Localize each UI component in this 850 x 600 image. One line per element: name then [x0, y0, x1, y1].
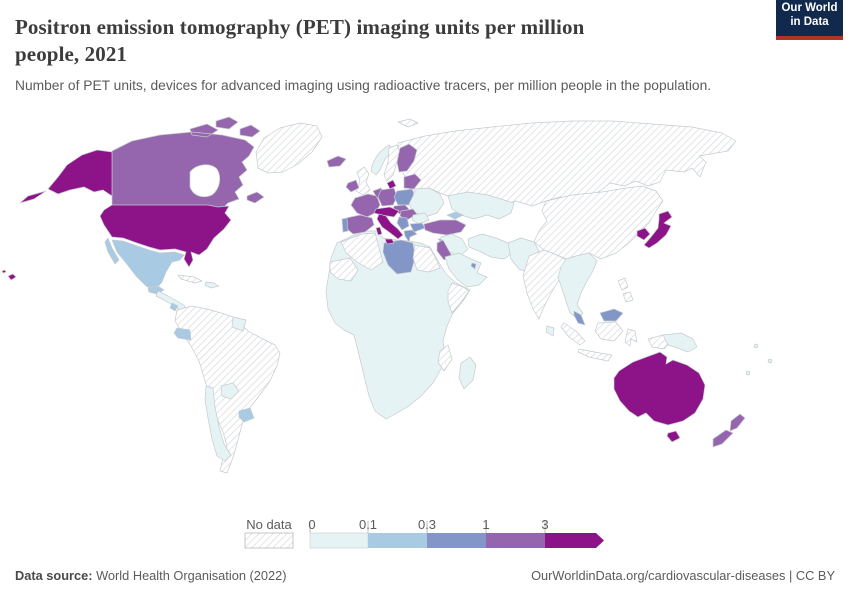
- region-united-states[interactable]: [1, 149, 232, 281]
- chart-header: Positron emission tomography (PET) imagi…: [15, 14, 765, 93]
- region-philippines[interactable]: [617, 277, 634, 303]
- region-costa-rica[interactable]: [169, 302, 179, 312]
- region-papua-new-guinea[interactable]: [662, 332, 698, 353]
- region-turkey[interactable]: [423, 219, 467, 236]
- region-qatar[interactable]: [470, 262, 477, 270]
- region-serbia-balkans[interactable]: [396, 216, 410, 231]
- owid-logo-line1: Our World: [781, 2, 838, 14]
- legend-no-data-swatch[interactable]: [244, 532, 294, 549]
- region-portugal[interactable]: [341, 217, 349, 233]
- region-romania[interactable]: [411, 212, 430, 225]
- region-tasmania[interactable]: [666, 430, 681, 443]
- region-germany[interactable]: [377, 187, 398, 207]
- region-paraguay[interactable]: [220, 382, 240, 400]
- legend-segment-4-arrow[interactable]: [545, 533, 604, 548]
- region-west-africa[interactable]: [329, 257, 359, 282]
- legend-segment-1[interactable]: [368, 533, 427, 548]
- owid-logo-line2: in Data: [790, 16, 829, 29]
- region-cuba[interactable]: [177, 274, 203, 284]
- map-legend: [244, 521, 604, 549]
- region-libya[interactable]: [382, 239, 416, 275]
- region-canada[interactable]: [111, 116, 265, 210]
- region-ireland[interactable]: [345, 179, 360, 193]
- region-indonesia[interactable]: [560, 321, 672, 362]
- region-baltics[interactable]: [403, 173, 422, 190]
- owid-logo[interactable]: Our World in Data: [776, 0, 843, 40]
- region-algeria[interactable]: [340, 232, 384, 271]
- region-iran[interactable]: [467, 233, 513, 260]
- region-caucasus[interactable]: [446, 211, 464, 220]
- region-madagascar[interactable]: [458, 356, 477, 390]
- region-chile[interactable]: [204, 385, 232, 462]
- region-italy[interactable]: [375, 213, 404, 245]
- region-china[interactable]: [533, 185, 664, 260]
- region-new-zealand[interactable]: [712, 413, 746, 448]
- region-india[interactable]: [522, 249, 570, 320]
- legend-tick-1: 0.1: [358, 517, 378, 532]
- region-greece[interactable]: [403, 229, 418, 243]
- region-hispaniola[interactable]: [204, 281, 220, 289]
- owid-footer-link[interactable]: OurWorldinData.org/cardiovascular-diseas…: [531, 568, 835, 583]
- region-norway[interactable]: [370, 144, 394, 176]
- region-belarus-ukraine[interactable]: [408, 187, 445, 218]
- region-egypt[interactable]: [412, 244, 441, 273]
- region-greenland[interactable]: [255, 122, 323, 174]
- region-svalbard[interactable]: [397, 118, 419, 128]
- region-united-kingdom[interactable]: [355, 166, 371, 196]
- region-hungary[interactable]: [399, 208, 418, 221]
- region-malaysia-borneo[interactable]: [599, 308, 624, 322]
- region-russia[interactable]: [397, 120, 737, 207]
- data-source-text: Data source: World Health Organisation (…: [15, 568, 286, 583]
- region-somalia[interactable]: [447, 282, 470, 314]
- region-south-korea[interactable]: [636, 227, 651, 241]
- region-sri-lanka[interactable]: [545, 325, 555, 337]
- region-mozambique[interactable]: [437, 344, 453, 372]
- region-pacific-islands[interactable]: [745, 343, 773, 376]
- page-title: Positron emission tomography (PET) imagi…: [15, 15, 585, 67]
- region-australia[interactable]: [613, 351, 706, 426]
- legend-tick-4: 3: [541, 517, 549, 532]
- legend-segment-0[interactable]: [309, 532, 369, 549]
- region-southeast-asia[interactable]: [557, 252, 598, 320]
- data-source-value: World Health Organisation (2022): [92, 568, 287, 583]
- region-malaysia-peninsula[interactable]: [573, 310, 586, 326]
- region-ecuador[interactable]: [173, 327, 192, 341]
- region-iceland[interactable]: [326, 155, 347, 168]
- region-japan[interactable]: [643, 210, 673, 249]
- region-sweden[interactable]: [383, 144, 401, 182]
- data-source-label: Data source:: [15, 568, 93, 583]
- region-uruguay[interactable]: [238, 407, 255, 423]
- legend-tick-2: 0.3: [417, 517, 437, 532]
- region-guyana[interactable]: [231, 316, 247, 332]
- region-finland[interactable]: [396, 143, 418, 173]
- legend-tick-3: 1: [482, 517, 490, 532]
- page-subtitle: Number of PET units, devices for advance…: [15, 77, 712, 93]
- region-denmark[interactable]: [386, 179, 397, 190]
- region-saudi-arabia[interactable]: [444, 252, 488, 288]
- legend-segment-2[interactable]: [427, 533, 486, 548]
- legend-no-data-label: No data: [246, 517, 292, 532]
- legend-segment-3[interactable]: [486, 533, 545, 548]
- hudson-bay: [189, 164, 221, 198]
- legend-tick-0: 0: [308, 517, 316, 532]
